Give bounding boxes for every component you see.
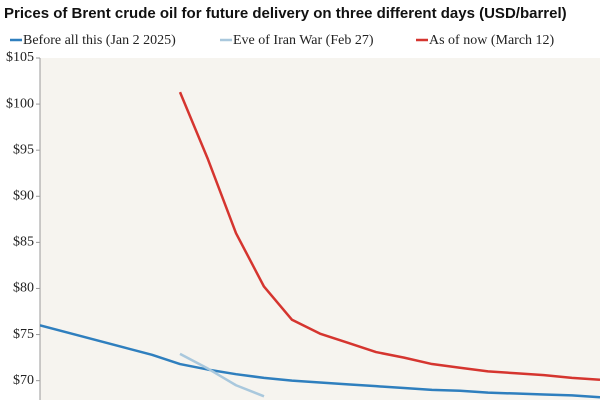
chart-title: Prices of Brent crude oil for future del…	[4, 5, 567, 22]
legend-label: Before all this (Jan 2 2025)	[23, 33, 176, 48]
y-tick-label: $75	[13, 327, 34, 342]
legend-label: Eve of Iran War (Feb 27)	[233, 33, 374, 48]
y-tick-label: $80	[13, 281, 34, 296]
series-line	[178, 91, 600, 381]
plot-area	[40, 58, 600, 400]
y-tick-label: $95	[13, 142, 34, 157]
series-line	[40, 324, 600, 399]
y-tick-label: $85	[13, 235, 34, 250]
y-tick-label: $70	[13, 373, 34, 388]
y-tick-label: $105	[6, 50, 34, 65]
legend-label: As of now (March 12)	[429, 33, 555, 48]
series-line	[179, 352, 265, 398]
y-tick-label: $100	[6, 96, 34, 111]
y-tick-label: $90	[13, 188, 34, 203]
